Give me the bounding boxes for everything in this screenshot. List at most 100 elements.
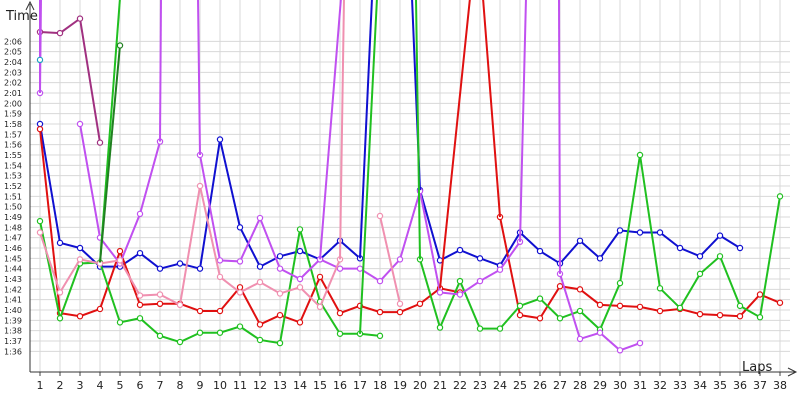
data-point: [436, 289, 444, 296]
series-line: [379, 215, 401, 305]
x-tick-label: 13: [273, 379, 287, 392]
data-point: [296, 284, 304, 291]
data-point: [636, 151, 644, 159]
spike-line: [519, 0, 527, 242]
data-point: [236, 289, 244, 296]
x-tick-label: 28: [573, 379, 587, 392]
y-tick-label: 2:04: [4, 58, 22, 67]
x-tick-label: 3: [77, 379, 84, 392]
y-tick-label: 1:44: [4, 265, 22, 274]
data-point: [276, 253, 284, 260]
data-point: [456, 246, 464, 254]
y-tick-label: 1:41: [4, 296, 22, 305]
data-point: [96, 139, 104, 146]
y-tick-label: 1:50: [4, 203, 22, 212]
data-point: [176, 301, 184, 309]
data-point: [716, 232, 724, 239]
y-tick-label: 2:00: [4, 99, 22, 108]
data-point: [216, 273, 224, 281]
data-point: [396, 300, 404, 307]
data-point: [136, 292, 144, 299]
spike-line: [39, 0, 42, 94]
series-5: [36, 15, 104, 146]
data-point: [216, 329, 224, 336]
x-tick-label: 10: [213, 379, 227, 392]
x-tick-label: 20: [413, 379, 427, 392]
data-point: [556, 283, 564, 290]
x-tick-label: 27: [553, 379, 567, 392]
data-point: [56, 315, 64, 322]
spike-line: [359, 0, 373, 259]
y-axis-title: Time: [5, 9, 38, 24]
data-point: [356, 265, 364, 272]
data-point: [136, 301, 144, 309]
y-tick-label: 2:05: [4, 48, 22, 57]
data-point: [456, 277, 464, 285]
data-point: [36, 120, 44, 128]
x-tick-label: 9: [197, 379, 204, 392]
data-point: [536, 247, 544, 255]
y-tick-label: 1:53: [4, 172, 22, 181]
x-tick-label: 7: [157, 379, 164, 392]
y-tick-label: 1:54: [4, 161, 22, 170]
data-point: [676, 244, 684, 252]
x-tick-label: 19: [393, 379, 407, 392]
x-tick-label: 23: [473, 379, 487, 392]
data-point: [176, 338, 184, 346]
x-tick-label: 18: [373, 379, 387, 392]
data-point: [576, 286, 584, 293]
data-point: [196, 329, 204, 336]
data-point: [196, 182, 204, 190]
data-point: [96, 305, 104, 313]
x-tick-label: 5: [117, 379, 124, 392]
data-point: [696, 310, 704, 318]
data-point: [396, 256, 404, 263]
x-tick-label: 16: [333, 379, 347, 392]
data-point: [336, 309, 344, 317]
data-point: [516, 311, 524, 319]
x-tick-label: 25: [513, 379, 527, 392]
data-point: [376, 308, 384, 316]
x-tick-label: 4: [97, 379, 104, 392]
data-point: [616, 279, 624, 287]
x-tick-label: 22: [453, 379, 467, 392]
series-line: [39, 129, 461, 326]
data-point: [276, 265, 284, 272]
data-point: [596, 301, 604, 309]
y-tick-label: 1:55: [4, 151, 22, 160]
y-tick-label: 1:48: [4, 223, 22, 232]
data-point: [456, 291, 464, 298]
data-point: [616, 227, 624, 234]
x-tick-label: 29: [593, 379, 607, 392]
spike-line: [319, 0, 342, 260]
data-point: [256, 214, 264, 222]
data-point: [256, 321, 264, 328]
data-point: [76, 256, 84, 263]
data-point: [476, 325, 484, 332]
data-point: [636, 339, 644, 347]
x-axis-title: Laps: [742, 360, 772, 375]
data-point: [756, 291, 764, 298]
x-tick-label: 35: [713, 379, 727, 392]
spike-line: [415, 0, 421, 260]
data-point: [536, 295, 544, 302]
data-point: [296, 275, 304, 283]
data-point: [196, 265, 204, 272]
x-tick-label: 38: [773, 379, 787, 392]
data-point: [476, 277, 484, 285]
y-tick-label: 1:59: [4, 110, 22, 119]
data-point: [36, 217, 44, 225]
data-point: [116, 257, 124, 264]
x-tick-label: 12: [253, 379, 267, 392]
spike-line: [558, 0, 561, 274]
x-axis-arrow: [787, 367, 798, 377]
x-tick-label: 32: [653, 379, 667, 392]
data-point: [316, 303, 324, 311]
data-point: [36, 125, 44, 133]
grid: [30, 0, 790, 372]
data-point: [636, 229, 644, 236]
data-point: [156, 300, 164, 307]
data-point: [436, 324, 444, 331]
data-point: [316, 273, 324, 281]
